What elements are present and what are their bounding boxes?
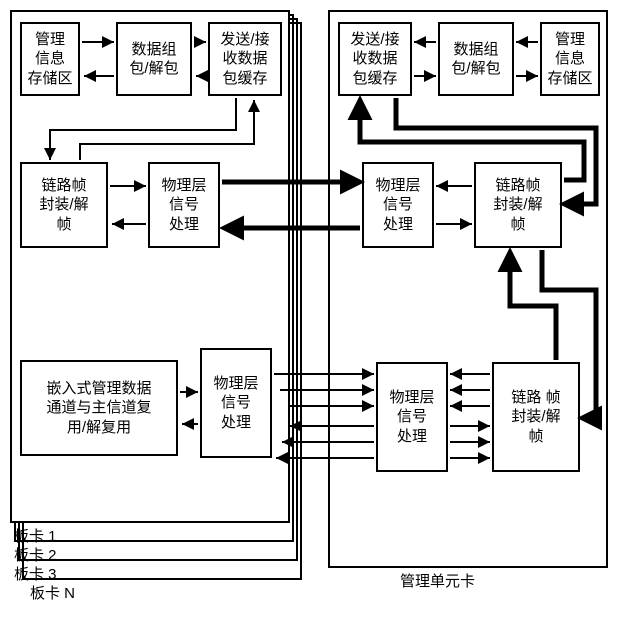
card-3-label: 板卡 3	[14, 563, 57, 584]
send-recv-cache-right: 发送/接 收数据 包缓存	[338, 22, 412, 96]
mgmt-storage-right: 管理 信息 存储区	[540, 22, 600, 96]
send-recv-cache-left: 发送/接 收数据 包缓存	[208, 22, 282, 96]
card-n-label: 板卡 N	[30, 582, 75, 603]
data-pack-left: 数据组 包/解包	[116, 22, 192, 96]
embedded-mux-left: 嵌入式管理数据 通道与主信道复 用/解复用	[20, 360, 178, 456]
link-frame-left: 链路帧 封装/解 帧	[20, 162, 108, 248]
card-1-label: 板卡 1	[14, 525, 57, 546]
card-2-label: 板卡 2	[14, 544, 57, 565]
link-frame-upper-right: 链路帧 封装/解 帧	[474, 162, 562, 248]
phy-sig-lower-right: 物理层 信号 处理	[376, 362, 448, 472]
phy-sig-upper-left: 物理层 信号 处理	[148, 162, 220, 248]
data-pack-right: 数据组 包/解包	[438, 22, 514, 96]
phy-sig-lower-left: 物理层 信号 处理	[200, 348, 272, 458]
phy-sig-upper-right: 物理层 信号 处理	[362, 162, 434, 248]
mgmt-unit-label: 管理单元卡	[400, 570, 475, 591]
mgmt-storage-left: 管理 信息 存储区	[20, 22, 80, 96]
link-frame-lower-right: 链路 帧 封装/解 帧	[492, 362, 580, 472]
